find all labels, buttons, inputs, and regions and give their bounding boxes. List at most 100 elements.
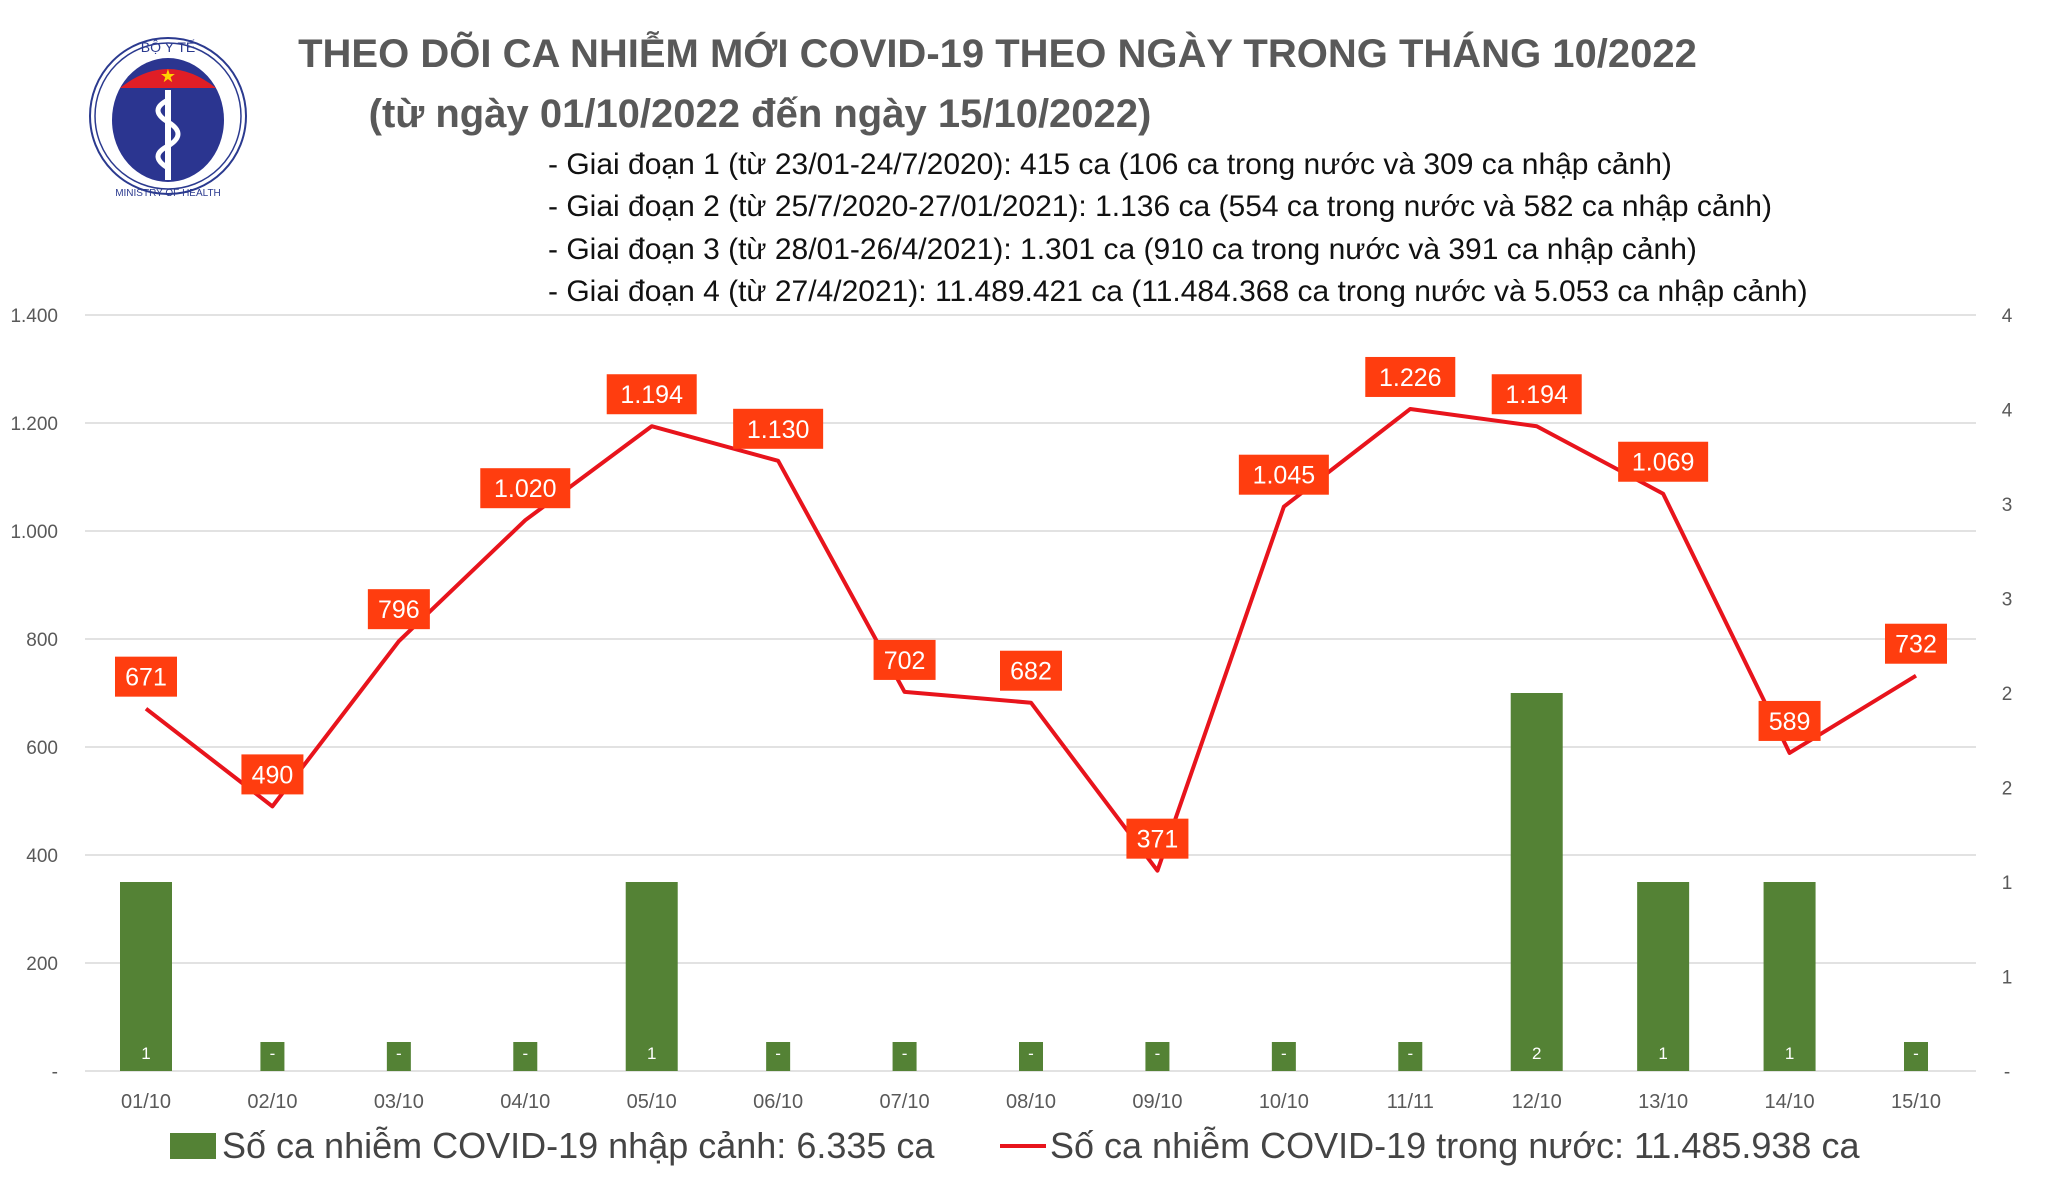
data-label: 1.069 [1632, 449, 1695, 477]
x-axis-tick: 02/10 [247, 1091, 297, 1113]
right-axis-tick: 2 [2002, 779, 2013, 800]
bar-label: - [1281, 1044, 1287, 1063]
legend-bar-label: Số ca nhiễm COVID-19 nhập cảnh: 6.335 ca [222, 1125, 935, 1166]
left-axis-tick: - [52, 1062, 58, 1083]
svg-text:★: ★ [160, 66, 176, 86]
bar-label: 1 [141, 1044, 150, 1063]
left-axis-tick: 400 [26, 846, 58, 867]
bar-label: - [396, 1044, 402, 1063]
x-axis-tick: 12/10 [1512, 1091, 1562, 1113]
left-axis-tick: 1.200 [10, 414, 58, 435]
right-axis-tick: 4 [2002, 401, 2013, 422]
legend-item-bar: Số ca nhiễm COVID-19 nhập cảnh: 6.335 ca [170, 1125, 934, 1167]
right-axis-tick: 3 [2002, 495, 2013, 516]
data-label-box [1618, 441, 1709, 482]
x-axis-tick: 01/10 [121, 1091, 171, 1113]
x-axis-tick: 14/10 [1765, 1091, 1815, 1113]
note-phase-1: - Giai đoạn 1 (từ 23/01-24/7/2020): 415 … [548, 148, 1672, 181]
x-axis-tick: 04/10 [500, 1091, 550, 1113]
data-label-box [1885, 623, 1947, 664]
legend-line-label: Số ca nhiễm COVID-19 trong nước: 11.485.… [1050, 1125, 1860, 1166]
data-label-box [1000, 650, 1062, 691]
right-axis-tick: 4 [2002, 306, 2013, 327]
right-axis-tick: 1 [2002, 968, 2013, 989]
bar-label: - [1028, 1044, 1034, 1063]
x-axis-tick: 11/11 [1387, 1091, 1434, 1113]
data-label-box [367, 589, 430, 630]
data-label-box [480, 468, 571, 509]
bar-label: 1 [1658, 1044, 1667, 1063]
bar [766, 1042, 791, 1071]
bar-label: - [1155, 1044, 1161, 1063]
chart-title: THEO DÕI CA NHIỄM MỚI COVID-19 THEO NGÀY… [298, 32, 1697, 76]
data-label-box [606, 374, 697, 415]
bar [1763, 882, 1816, 1071]
right-axis-tick: 2 [2002, 684, 2013, 705]
data-label-box [1238, 454, 1329, 495]
bar-label: 1 [647, 1044, 656, 1063]
right-axis-tick: 3 [2002, 590, 2013, 611]
bar-label: - [522, 1044, 528, 1063]
bar [1271, 1042, 1296, 1071]
bar-label: - [1913, 1044, 1919, 1063]
bar [1398, 1042, 1423, 1071]
data-label: 671 [125, 664, 167, 692]
x-axis-tick: 07/10 [880, 1091, 930, 1113]
left-axis-tick: 800 [26, 630, 58, 651]
right-axis-tick: - [2004, 1062, 2010, 1083]
x-axis-tick: 03/10 [374, 1091, 424, 1113]
data-label: 682 [1010, 658, 1052, 686]
data-label-box [1491, 374, 1582, 415]
data-label-box [1126, 818, 1189, 859]
bar [120, 882, 172, 1071]
data-label: 1.020 [494, 475, 557, 503]
bar [625, 882, 678, 1071]
left-axis-tick: 200 [26, 954, 58, 975]
x-axis-tick: 08/10 [1006, 1091, 1056, 1113]
data-label: 732 [1895, 631, 1937, 659]
bar-label: - [902, 1044, 908, 1063]
data-label-box [115, 656, 177, 697]
data-label: 1.130 [747, 416, 810, 444]
x-axis-tick: 05/10 [627, 1091, 677, 1113]
data-label: 371 [1137, 826, 1179, 854]
x-axis-tick: 10/10 [1259, 1091, 1309, 1113]
bar [1019, 1042, 1043, 1071]
data-label: 702 [884, 647, 926, 675]
data-label: 490 [252, 761, 294, 789]
data-label: 796 [378, 596, 420, 624]
left-axis-tick: 600 [26, 738, 58, 759]
legend-item-line: Số ca nhiễm COVID-19 trong nước: 11.485.… [1000, 1125, 1859, 1167]
data-label-box [733, 408, 824, 449]
data-label: 589 [1769, 708, 1811, 736]
bar [386, 1042, 411, 1071]
left-axis-tick: 1.000 [10, 522, 58, 543]
bar-label: 2 [1532, 1044, 1541, 1063]
data-label: 1.045 [1253, 462, 1316, 490]
bar [260, 1042, 285, 1071]
logo: ★ BỘ Y TẾ MINISTRY OF HEALTH [89, 37, 247, 199]
bar-label: 1 [1785, 1044, 1794, 1063]
x-axis-tick: 06/10 [753, 1091, 803, 1113]
bar-label: - [775, 1044, 781, 1063]
logo-bottom-text: MINISTRY OF HEALTH [115, 188, 221, 199]
legend-bar-swatch [170, 1133, 216, 1159]
note-phase-4: - Giai đoạn 4 (từ 27/4/2021): 11.489.421… [548, 275, 1808, 308]
note-phase-2: - Giai đoạn 2 (từ 25/7/2020-27/01/2021):… [548, 190, 1772, 223]
data-label-box [873, 639, 936, 680]
data-label-box [1758, 700, 1821, 741]
bar-label: - [270, 1044, 276, 1063]
bar [1637, 882, 1690, 1071]
legend-line-swatch [1000, 1144, 1046, 1148]
bar [1510, 693, 1563, 1071]
chart-subtitle: (từ ngày 01/10/2022 đến ngày 15/10/2022) [368, 92, 1152, 136]
data-label: 1.226 [1379, 364, 1442, 392]
right-axis-tick: 1 [2002, 873, 2013, 894]
data-label: 1.194 [1505, 381, 1568, 409]
data-label: 1.194 [620, 381, 683, 409]
bar-label: - [1407, 1044, 1413, 1063]
x-axis-tick: 15/10 [1891, 1091, 1941, 1113]
bar [1904, 1042, 1928, 1071]
x-axis-tick: 09/10 [1132, 1091, 1182, 1113]
